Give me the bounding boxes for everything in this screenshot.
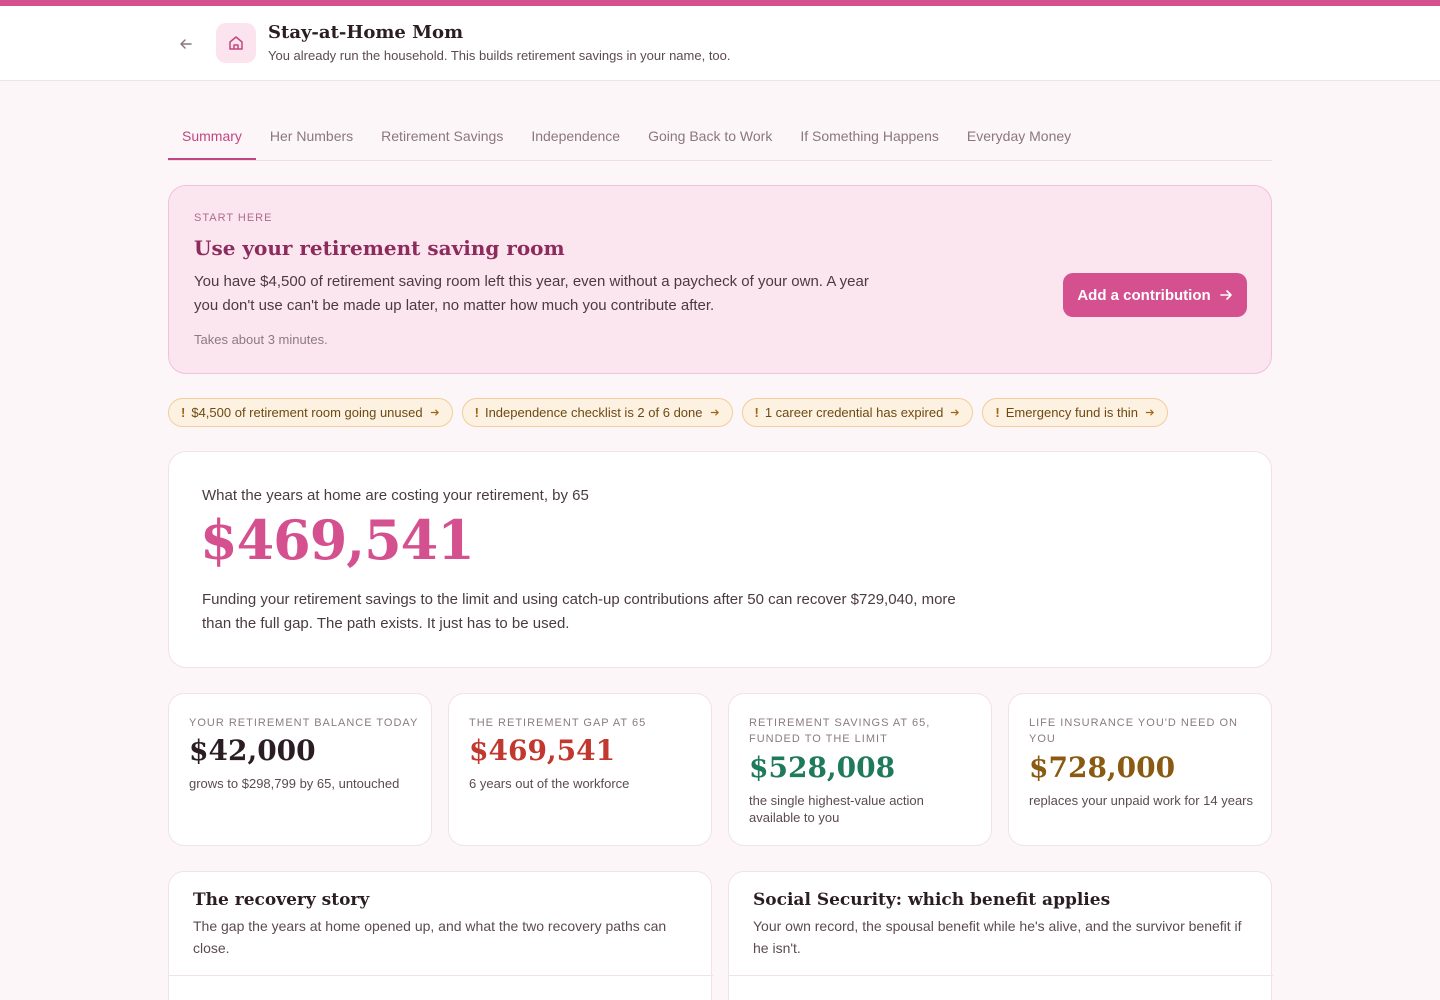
warning-icon: ! [995,405,1000,420]
story-subtitle: Your own record, the spousal benefit whi… [753,918,1242,956]
warning-icon: ! [181,405,186,420]
tab-going-back-to-work[interactable]: Going Back to Work [648,128,773,144]
divider [729,975,1273,976]
chevron-right-icon [1145,409,1154,416]
chevron-right-icon [710,409,719,416]
story-title: Social Security: which benefit applies [753,890,1111,910]
back-button[interactable] [172,30,200,58]
arrow-right-icon [1219,290,1232,300]
tab-if-something-happens[interactable]: If Something Happens [800,128,939,144]
page-subtitle: You already run the household. This buil… [268,48,731,63]
tab-summary[interactable]: Summary [168,118,256,160]
warning-icon: ! [474,405,479,420]
hero-title: Use your retirement saving room [194,236,565,260]
stat-label: RETIREMENT SAVINGS AT 65, FUNDED TO THE … [749,717,931,745]
alert-label: Independence checklist is 2 of 6 done [484,405,703,420]
stat-value: $728,000 [1029,751,1176,784]
stat-card-life-insurance: LIFE INSURANCE YOU'D NEED ON YOU $728,00… [1008,693,1272,846]
divider [169,975,713,976]
retirement-gap-card: What the years at home are costing your … [168,451,1272,668]
alert-label: 1 career credential has expired [764,405,944,420]
add-contribution-button[interactable]: Add a contribution [1063,273,1247,317]
section-tabs: Summary Her Numbers Retirement Savings I… [168,118,1272,161]
stat-card-retirement-gap: THE RETIREMENT GAP AT 65 $469,541 6 year… [448,693,712,846]
alert-chip-credential-expired[interactable]: ! 1 career credential has expired [741,398,974,427]
stat-value: $469,541 [469,734,616,767]
chevron-right-icon [430,409,439,416]
tab-everyday-money[interactable]: Everyday Money [966,128,1072,144]
tab-independence[interactable]: Independence [531,128,621,144]
tab-her-numbers[interactable]: Her Numbers [269,128,354,144]
alert-chip-emergency-fund[interactable]: ! Emergency fund is thin [982,398,1168,427]
story-subtitle: The gap the years at home opened up, and… [193,918,667,956]
stat-value: $42,000 [189,734,316,767]
home-icon [229,36,243,50]
hero-body: You have $4,500 of retirement saving roo… [194,273,869,314]
chevron-right-icon [951,409,960,416]
stat-value: $528,008 [749,751,896,784]
home-badge [216,23,256,63]
stat-label: YOUR RETIREMENT BALANCE TODAY [189,717,419,729]
page-header: Stay-at-Home Mom You already run the hou… [0,6,1440,81]
alert-chip-independence-checklist[interactable]: ! Independence checklist is 2 of 6 done [461,398,733,427]
gap-amount: $469,541 [200,508,475,572]
start-here-card: START HERE Use your retirement saving ro… [168,185,1272,374]
story-title: The recovery story [193,890,370,910]
alert-label: Emergency fund is thin [1005,405,1138,420]
alert-label: $4,500 of retirement room going unused [191,405,423,420]
tab-retirement-savings[interactable]: Retirement Savings [381,128,504,144]
gap-body: Funding your retirement savings to the l… [202,591,956,632]
stat-label: LIFE INSURANCE YOU'D NEED ON YOU [1029,717,1238,745]
warning-icon: ! [754,405,759,420]
stat-note: replaces your unpaid work for 14 years [1029,793,1254,808]
hero-time-note: Takes about 3 minutes. [194,332,328,347]
stat-note: 6 years out of the workforce [469,776,630,791]
page-title: Stay-at-Home Mom [268,22,464,43]
stat-note: grows to $298,799 by 65, untouched [189,776,400,791]
alert-chips: ! $4,500 of retirement room going unused… [168,398,1168,427]
add-contribution-label: Add a contribution [1077,286,1211,304]
alert-chip-retirement-room[interactable]: ! $4,500 of retirement room going unused [168,398,453,427]
stat-card-savings-funded: RETIREMENT SAVINGS AT 65, FUNDED TO THE … [728,693,992,846]
social-security-card: Social Security: which benefit applies Y… [728,871,1273,1000]
stat-note: the single highest-value action availabl… [749,793,924,825]
hero-eyebrow: START HERE [194,212,273,224]
top-accent-bar [0,0,1440,6]
stat-label: THE RETIREMENT GAP AT 65 [469,717,647,729]
recovery-story-card: The recovery story The gap the years at … [168,871,713,1000]
arrow-left-icon [180,39,192,49]
stat-card-balance-today: YOUR RETIREMENT BALANCE TODAY $42,000 gr… [168,693,432,846]
gap-label: What the years at home are costing your … [202,487,589,504]
